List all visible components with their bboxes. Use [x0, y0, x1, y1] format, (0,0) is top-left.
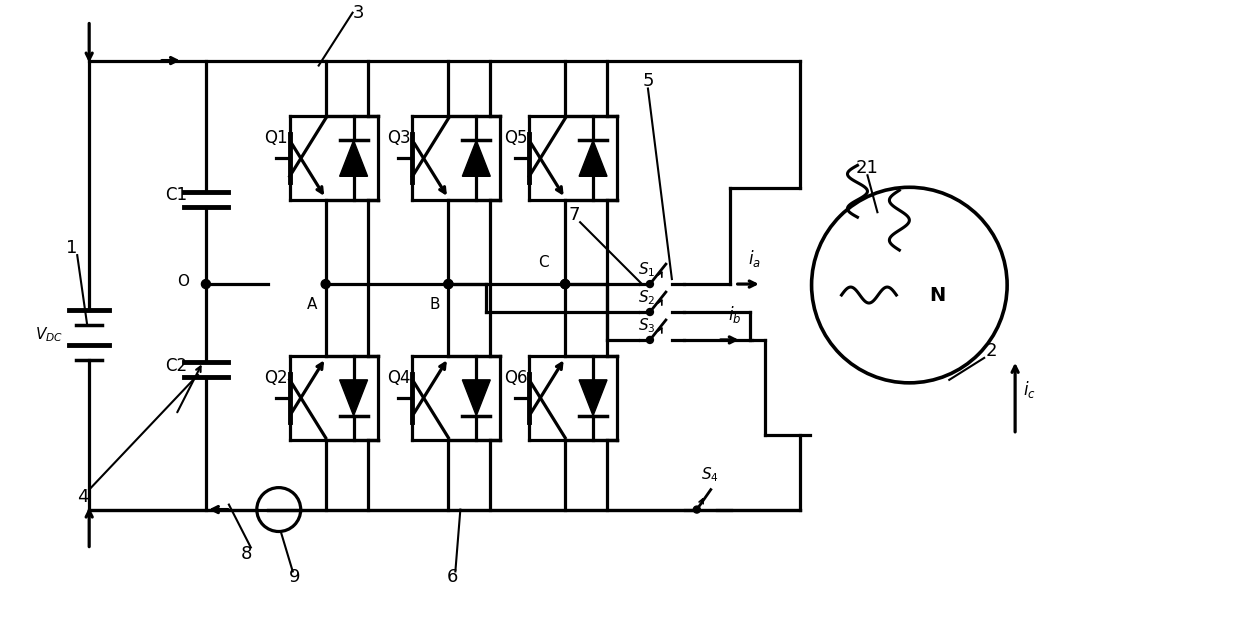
- Circle shape: [646, 336, 653, 343]
- Text: N: N: [929, 286, 945, 305]
- Text: 7: 7: [568, 206, 580, 224]
- Text: Q4: Q4: [387, 369, 410, 387]
- Text: C: C: [538, 255, 548, 270]
- Circle shape: [444, 280, 453, 288]
- Circle shape: [201, 280, 211, 288]
- Circle shape: [646, 281, 653, 288]
- Text: $i_a$: $i_a$: [748, 248, 761, 269]
- Polygon shape: [579, 380, 608, 416]
- Text: $S_4$: $S_4$: [701, 466, 719, 484]
- Text: 1: 1: [66, 239, 77, 257]
- Circle shape: [560, 280, 569, 288]
- Text: 4: 4: [77, 487, 89, 505]
- Text: 9: 9: [289, 568, 300, 587]
- Polygon shape: [463, 140, 490, 177]
- Circle shape: [693, 506, 701, 513]
- Polygon shape: [463, 380, 490, 416]
- Text: 3: 3: [353, 4, 365, 22]
- Circle shape: [646, 308, 653, 316]
- Text: 5: 5: [642, 72, 653, 89]
- Text: A: A: [306, 296, 317, 311]
- Text: Q3: Q3: [387, 129, 410, 147]
- Polygon shape: [340, 140, 367, 177]
- Text: $S_2$: $S_2$: [637, 289, 655, 308]
- Text: O: O: [177, 273, 188, 288]
- Text: Q5: Q5: [503, 129, 527, 147]
- Text: $V_{DC}$: $V_{DC}$: [35, 326, 63, 344]
- Text: Q2: Q2: [264, 369, 288, 387]
- Text: B: B: [429, 296, 440, 311]
- Text: 21: 21: [856, 159, 879, 177]
- Text: $S_1$: $S_1$: [637, 261, 656, 280]
- Text: 6: 6: [446, 568, 458, 587]
- Text: Q6: Q6: [503, 369, 527, 387]
- Text: 2: 2: [986, 342, 997, 360]
- Text: $i_c$: $i_c$: [1023, 379, 1035, 400]
- Polygon shape: [340, 380, 367, 416]
- Circle shape: [321, 280, 330, 288]
- Text: 8: 8: [241, 545, 253, 563]
- Text: C1: C1: [165, 186, 187, 204]
- Text: Q1: Q1: [264, 129, 288, 147]
- Circle shape: [560, 280, 569, 288]
- Circle shape: [444, 280, 453, 288]
- Polygon shape: [579, 140, 608, 177]
- Text: $i_b$: $i_b$: [728, 304, 742, 325]
- Text: $S_3$: $S_3$: [637, 316, 656, 335]
- Text: C2: C2: [165, 357, 187, 375]
